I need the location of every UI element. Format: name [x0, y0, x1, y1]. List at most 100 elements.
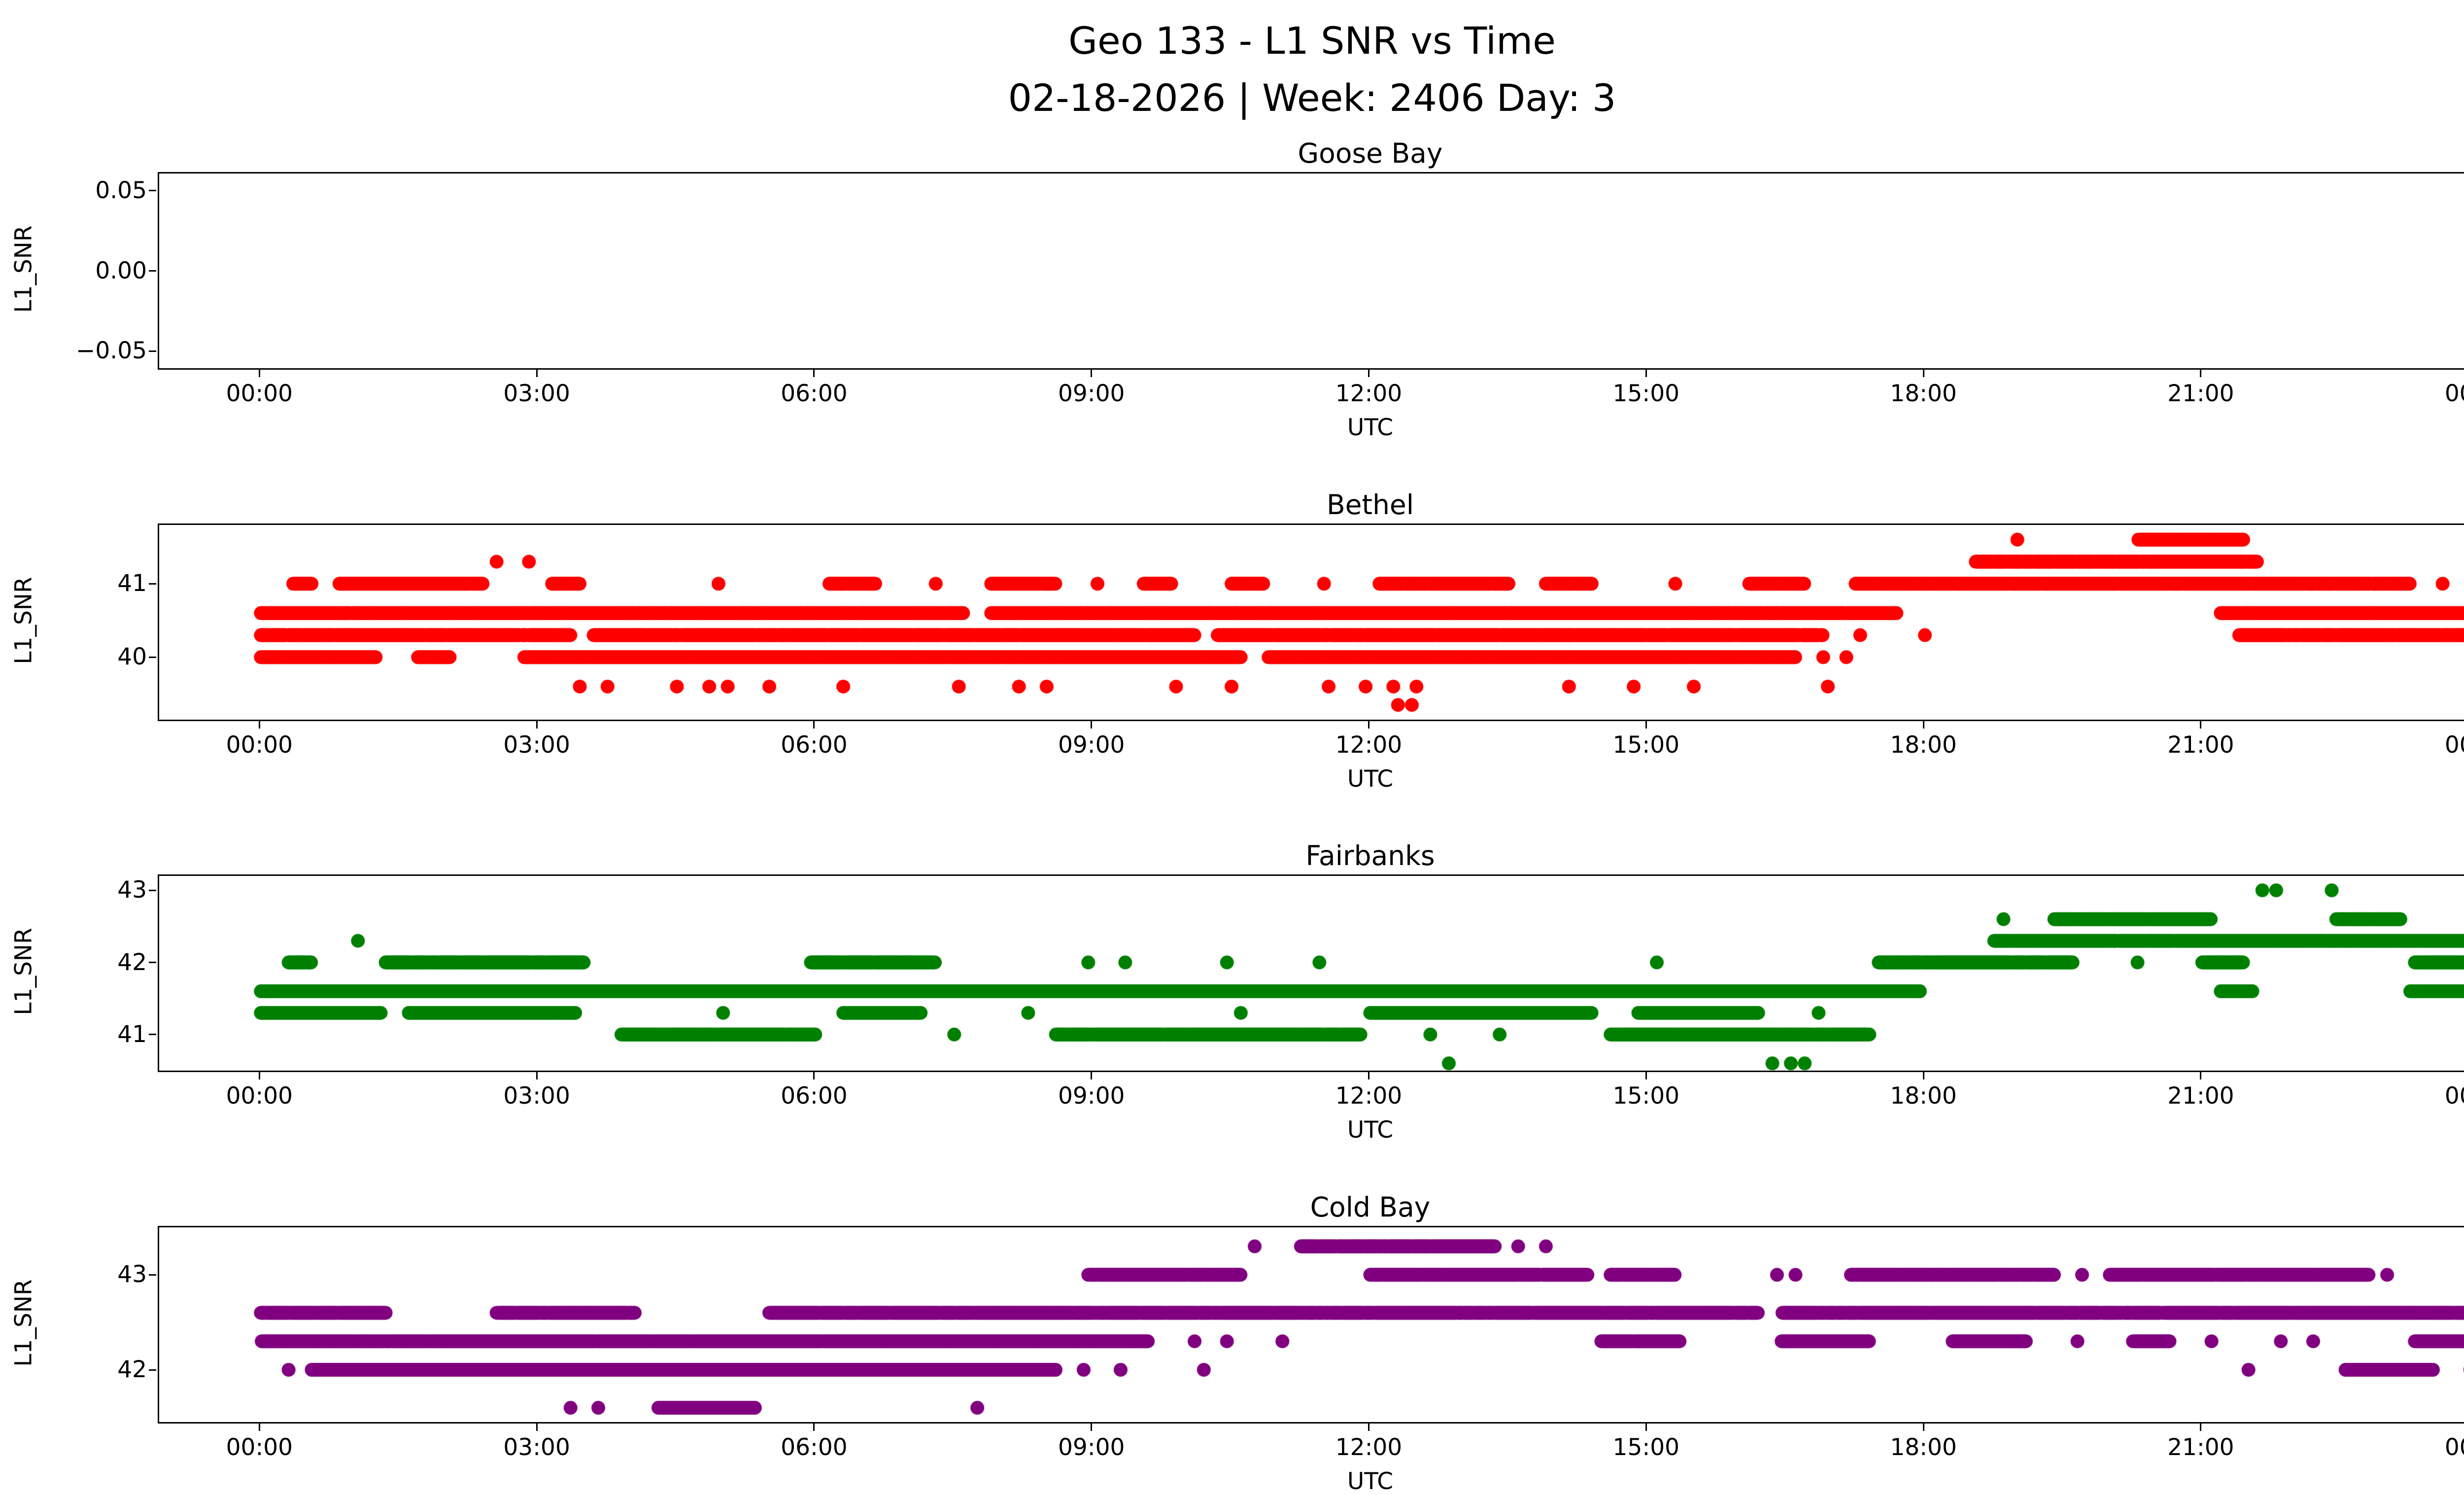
x-tick-label: 00:00 — [2444, 1434, 2464, 1461]
x-tick-label: 21:00 — [2167, 1082, 2234, 1110]
x-tick-mark — [2200, 1072, 2202, 1079]
subplot-title: Goose Bay — [1298, 138, 1443, 169]
scatter-canvas — [159, 174, 2464, 368]
x-tick-label: 09:00 — [1058, 380, 1125, 407]
x-tick-mark — [258, 1072, 260, 1079]
x-tick-mark — [536, 1072, 538, 1079]
x-tick-mark — [1645, 370, 1647, 377]
plot-area — [158, 172, 2464, 370]
x-tick-label: 03:00 — [503, 380, 570, 407]
y-tick-label: 43 — [117, 876, 147, 904]
x-tick-label: 06:00 — [781, 1082, 848, 1110]
x-tick-label: 03:00 — [503, 1434, 570, 1461]
x-tick-label: 15:00 — [1612, 731, 1679, 759]
figure-title: Geo 133 - L1 SNR vs Time 02-18-2026 | We… — [0, 12, 2464, 127]
x-tick-label: 06:00 — [781, 731, 848, 759]
x-tick-label: 06:00 — [781, 380, 848, 407]
x-tick-mark — [1922, 1072, 1924, 1079]
y-axis-label: L1_SNR — [10, 577, 37, 664]
scatter-canvas — [159, 1227, 2464, 1422]
x-tick-label: 21:00 — [2167, 380, 2234, 407]
figure-title-line1: Geo 133 - L1 SNR vs Time — [1068, 19, 1556, 63]
x-tick-label: 12:00 — [1335, 1082, 1403, 1110]
x-tick-label: 00:00 — [2444, 731, 2464, 759]
subplot-fairbanks: Fairbanks L1_SNR 00:00 03:00 06:00 09:00 12:… — [0, 842, 2464, 1150]
x-tick-label: 00:00 — [2444, 380, 2464, 407]
y-tick-label: 0.05 — [95, 176, 147, 204]
x-tick-mark — [1368, 721, 1369, 729]
y-tick-mark — [149, 962, 156, 964]
x-tick-mark — [1091, 370, 1093, 377]
x-tick-mark — [1368, 1072, 1369, 1079]
y-tick-mark — [149, 190, 156, 192]
y-axis-label: L1_SNR — [10, 928, 37, 1015]
x-tick-label: 21:00 — [2167, 731, 2234, 759]
x-tick-mark — [258, 1424, 260, 1431]
x-tick-mark — [536, 721, 538, 729]
plot-area — [158, 1226, 2464, 1424]
y-tick-mark — [149, 1369, 156, 1371]
y-tick-mark — [149, 270, 156, 272]
x-tick-label: 18:00 — [1890, 1434, 1957, 1461]
x-tick-label: 03:00 — [503, 731, 570, 759]
x-tick-mark — [536, 370, 538, 377]
x-tick-mark — [1922, 721, 1924, 729]
figure-title-line2: 02-18-2026 | Week: 2406 Day: 3 — [1008, 76, 1616, 120]
x-tick-mark — [1091, 1072, 1093, 1079]
x-tick-mark — [258, 370, 260, 377]
x-tick-label: 18:00 — [1890, 1082, 1957, 1110]
subplot-cold-bay: Cold Bay L1_SNR 00:00 03:00 06:00 09:00 12:0… — [0, 1193, 2464, 1495]
x-tick-mark — [536, 1424, 538, 1431]
y-tick-mark — [149, 656, 156, 658]
y-tick-mark — [149, 889, 156, 891]
y-axis-label: L1_SNR — [10, 225, 37, 313]
x-tick-label: 00:00 — [226, 731, 293, 759]
x-tick-label: 12:00 — [1335, 380, 1403, 407]
subplot-title: Fairbanks — [1305, 840, 1435, 871]
x-tick-label: 00:00 — [226, 1082, 293, 1110]
plot-area — [158, 523, 2464, 721]
x-axis-label: UTC — [1347, 1116, 1394, 1144]
x-tick-label: 00:00 — [2444, 1082, 2464, 1110]
x-tick-mark — [813, 1424, 815, 1431]
x-tick-mark — [1091, 1424, 1093, 1431]
y-tick-label: −0.05 — [75, 337, 147, 365]
x-tick-mark — [2200, 721, 2202, 729]
x-tick-mark — [813, 721, 815, 729]
x-axis-label: UTC — [1347, 414, 1394, 441]
y-axis-label: L1_SNR — [10, 1279, 37, 1367]
x-tick-mark — [1922, 1424, 1924, 1431]
subplot-title: Bethel — [1326, 489, 1414, 521]
scatter-canvas — [159, 525, 2464, 720]
x-tick-label: 09:00 — [1058, 1082, 1125, 1110]
x-tick-mark — [1368, 370, 1369, 377]
subplot-bethel: Bethel L1_SNR 00:00 03:00 06:00 09:00 12:00 1… — [0, 491, 2464, 800]
x-tick-mark — [1645, 721, 1647, 729]
subplot-goose-bay: Goose Bay L1_SNR 00:00 03:00 06:00 09:00 12:… — [0, 139, 2464, 448]
x-tick-mark — [1368, 1424, 1369, 1431]
subplot-title: Cold Bay — [1310, 1191, 1431, 1223]
x-tick-label: 12:00 — [1335, 1434, 1403, 1461]
x-tick-label: 21:00 — [2167, 1434, 2234, 1461]
x-tick-label: 09:00 — [1058, 1434, 1125, 1461]
y-tick-mark — [149, 350, 156, 352]
x-tick-label: 00:00 — [226, 380, 293, 407]
x-tick-label: 03:00 — [503, 1082, 570, 1110]
x-tick-label: 09:00 — [1058, 731, 1125, 759]
x-tick-label: 18:00 — [1890, 731, 1957, 759]
x-tick-mark — [258, 721, 260, 729]
x-tick-label: 06:00 — [781, 1434, 848, 1461]
x-tick-mark — [2200, 1424, 2202, 1431]
x-tick-mark — [2200, 370, 2202, 377]
x-tick-mark — [1645, 1424, 1647, 1431]
x-tick-mark — [1922, 370, 1924, 377]
x-tick-label: 15:00 — [1612, 380, 1679, 407]
x-tick-mark — [1091, 721, 1093, 729]
x-tick-mark — [813, 1072, 815, 1079]
y-tick-mark — [149, 1034, 156, 1036]
x-tick-label: 15:00 — [1612, 1082, 1679, 1110]
y-tick-mark — [149, 1274, 156, 1276]
x-tick-mark — [813, 370, 815, 377]
x-tick-label: 00:00 — [226, 1434, 293, 1461]
